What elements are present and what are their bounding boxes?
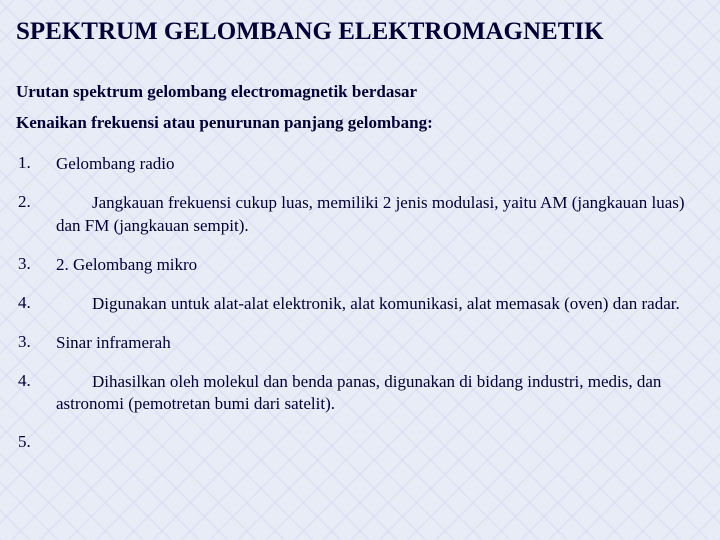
item-number: 3. bbox=[16, 332, 56, 352]
intro-line-2: Kenaikan frekuensi atau penurunan panjan… bbox=[16, 107, 700, 138]
item-text: Sinar inframerah bbox=[56, 332, 700, 355]
item-number: 2. bbox=[16, 192, 56, 212]
item-text: Gelombang radio bbox=[56, 153, 700, 176]
list-item: 4. Digunakan untuk alat-alat elektronik,… bbox=[16, 293, 700, 316]
item-number: 1. bbox=[16, 153, 56, 173]
item-number: 5. bbox=[16, 432, 56, 452]
intro-line-1: Urutan spektrum gelombang electromagneti… bbox=[16, 76, 700, 107]
list-item: 5. bbox=[16, 432, 700, 452]
item-list: 1. Gelombang radio 2. Jangkauan frekuens… bbox=[16, 153, 700, 453]
item-number: 3. bbox=[16, 254, 56, 274]
page-title: SPEKTRUM GELOMBANG ELEKTROMAGNETIK bbox=[16, 18, 700, 46]
list-item: 2. Jangkauan frekuensi cukup luas, memil… bbox=[16, 192, 700, 238]
item-text: Jangkauan frekuensi cukup luas, memiliki… bbox=[56, 192, 700, 238]
item-text: Digunakan untuk alat-alat elektronik, al… bbox=[56, 293, 700, 316]
list-item: 1. Gelombang radio bbox=[16, 153, 700, 176]
intro-block: Urutan spektrum gelombang electromagneti… bbox=[16, 76, 700, 139]
item-text: 2. Gelombang mikro bbox=[56, 254, 700, 277]
list-item: 4. Dihasilkan oleh molekul dan benda pan… bbox=[16, 371, 700, 417]
list-item: 3. 2. Gelombang mikro bbox=[16, 254, 700, 277]
item-number: 4. bbox=[16, 371, 56, 391]
item-text: Dihasilkan oleh molekul dan benda panas,… bbox=[56, 371, 700, 417]
list-item: 3. Sinar inframerah bbox=[16, 332, 700, 355]
item-number: 4. bbox=[16, 293, 56, 313]
